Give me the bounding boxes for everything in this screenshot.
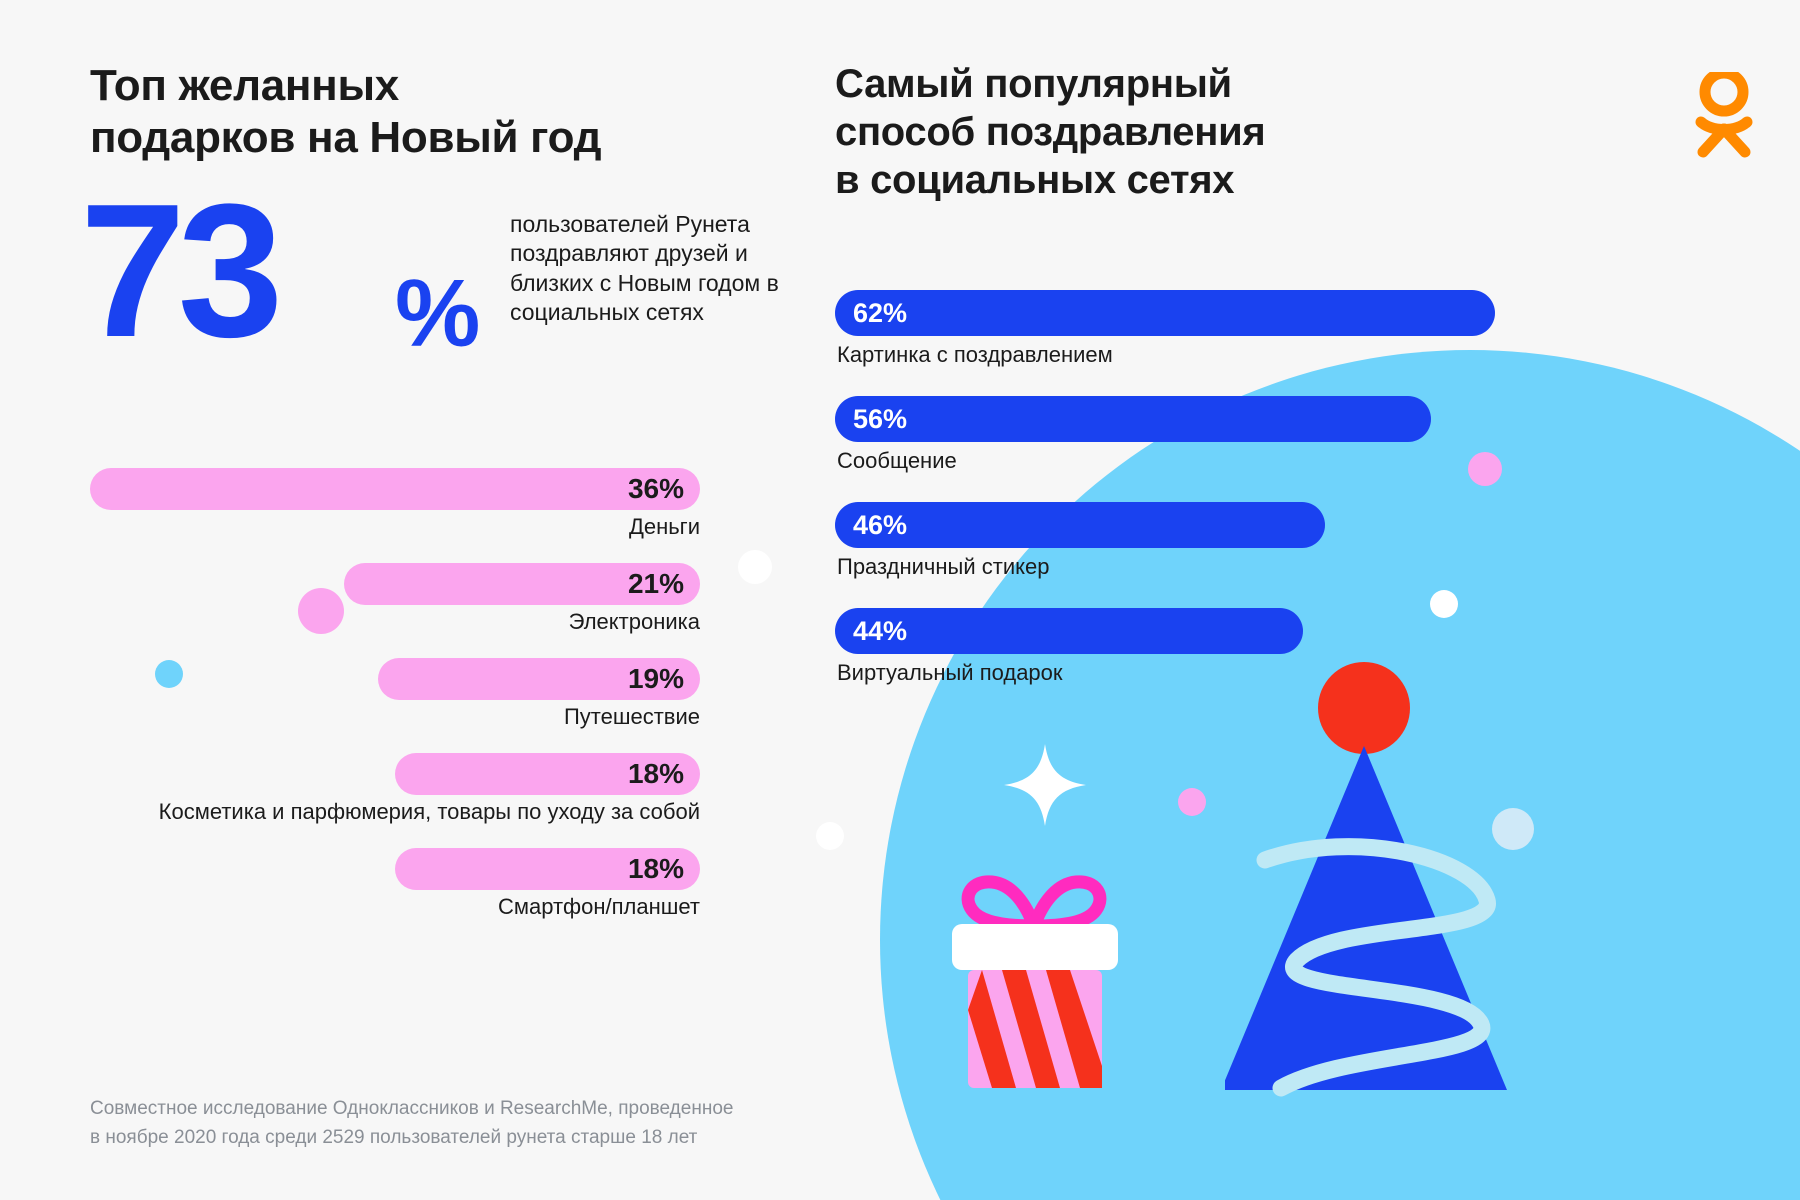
gift-bar-value: 18% [627,853,684,884]
gift-bar-row: 19% Путешествие [90,658,700,730]
christmas-tree-illustration [1225,662,1507,1097]
confetti-dot-pale-right [1492,808,1534,850]
method-bar-label: Праздничный стикер [837,554,1050,579]
method-bar: 56% [835,396,1431,442]
gift-bar-label: Смартфон/планшет [497,894,700,919]
confetti-dot-pink-right-low [1178,788,1206,816]
left-title-line-2: подарков на Новый год [90,112,602,162]
gift-bar-value: 19% [627,663,684,694]
left-page-title: Топ желанных подарков на Новый год [90,60,730,164]
hero-stat: 73 % пользователей Рунета поздравляют др… [80,176,779,384]
odnoklassniki-ok-logo-icon [1695,72,1753,158]
hero-big-number: 73 [80,164,283,377]
gift-bar-track: 19% [90,658,700,700]
method-bar-value: 44% [853,615,908,646]
method-bar-value: 46% [853,509,908,540]
right-title-line-1: Самый популярный [835,62,1232,106]
greeting-method-bar-chart: 62% Картинка с поздравлением 56% Сообщение 4… [835,290,1495,714]
confetti-dot-white-mid [738,550,772,584]
method-bar: 62% [835,290,1495,336]
method-bar-label: Картинка с поздравлением [837,342,1113,367]
method-bar-row: 46% Праздничный стикер [835,502,1495,580]
hero-percent-symbol: % [395,259,481,367]
footnote-line-2: в ноябре 2020 года среди 2529 пользовате… [90,1126,698,1148]
left-section: Топ желанных подарков на Новый год 73 % … [80,60,779,384]
confetti-dot-white-right [1430,590,1458,618]
gift-bar: 21% [344,563,700,605]
method-bar-label: Виртуальный подарок [837,660,1063,685]
sparkle-icon [1004,744,1086,826]
gift-bar-value: 36% [627,473,684,504]
confetti-dot-pink-right-top [1468,452,1502,486]
method-bar-label: Сообщение [837,448,957,473]
gift-bar: 18% [395,753,700,795]
left-title-line-1: Топ желанных [90,61,399,110]
hero-description: пользователей Рунета поздравляют друзей … [510,210,779,326]
gift-bar-row: 21% Электроника [90,563,700,635]
method-bar-value: 56% [853,403,908,434]
confetti-dot-cyan-left [155,660,183,688]
gift-bar-track: 36% [90,468,700,510]
gift-bar: 36% [90,468,700,510]
gift-bar-label: Косметика и парфюмерия, товары по уходу … [158,799,700,824]
gift-bar: 19% [378,658,700,700]
method-bar: 44% [835,608,1303,654]
right-title-line-3: в социальных сетях [835,158,1235,202]
footnote: Совместное исследование Одноклассников и… [90,1095,990,1152]
gift-box-illustration [952,875,1118,1088]
gifts-bar-chart: 36% Деньги 21% Электроника 19% Путешествие 18%… [90,468,700,943]
gift-bar-value: 21% [627,568,684,599]
confetti-dot-white-circle-left [816,822,844,850]
confetti-dot-pink-left [298,588,344,634]
gift-bar-label: Деньги [628,514,700,539]
right-page-title: Самый популярный способ поздравления в с… [835,60,1455,204]
gift-bar-track: 21% [90,563,700,605]
gift-bar: 18% [395,848,700,890]
gift-bar-row: 18% Смартфон/планшет [90,848,700,920]
gift-bar-label: Путешествие [563,704,700,729]
method-bar: 46% [835,502,1325,548]
gift-bar-value: 18% [627,758,684,789]
footnote-line-1: Совместное исследование Одноклассников и… [90,1098,734,1119]
method-bar-row: 44% Виртуальный подарок [835,608,1495,686]
gift-bar-track: 18% [90,848,700,890]
method-bar-row: 62% Картинка с поздравлением [835,290,1495,368]
right-section: Самый популярный способ поздравления в с… [835,60,1455,204]
method-bar-value: 62% [853,297,908,328]
gift-bar-row: 18% Косметика и парфюмерия, товары по ухо… [90,753,700,825]
gift-bar-label: Электроника [568,609,700,634]
right-title-line-2: способ поздравления [835,110,1266,154]
gift-bar-track: 18% [90,753,700,795]
gift-bar-row: 36% Деньги [90,468,700,540]
method-bar-row: 56% Сообщение [835,396,1495,474]
